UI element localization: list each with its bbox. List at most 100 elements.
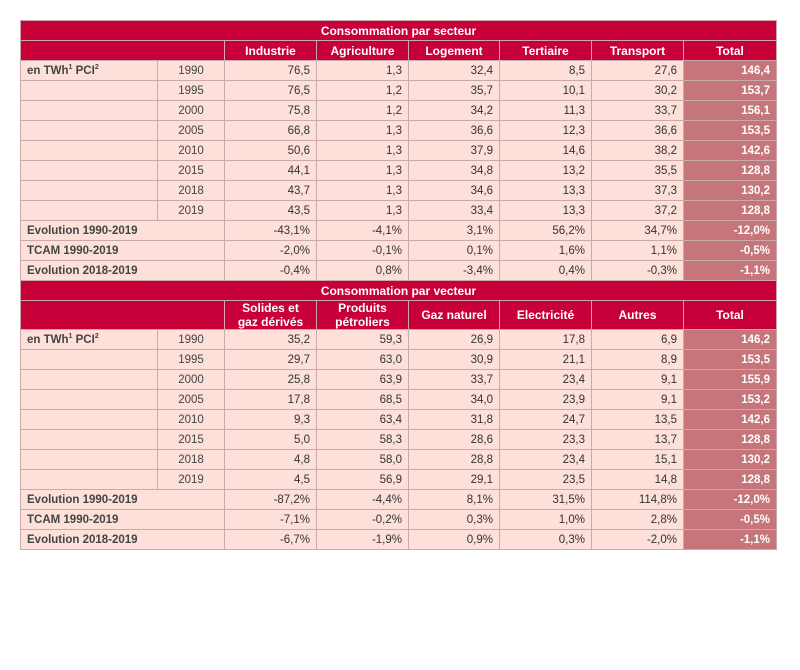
value-cell: 32,4	[408, 60, 500, 81]
table-row: 2010 50,6 1,3 37,9 14,6 38,2 142,6	[20, 140, 777, 161]
unit-label	[20, 389, 158, 410]
value-cell: 63,4	[316, 409, 409, 430]
summary-row: Evolution 2018-2019 -6,7% -1,9% 0,9% 0,3% -2,…	[20, 529, 777, 550]
value-cell: 68,5	[316, 389, 409, 410]
vecteur-section: Consommation par vecteur Solides et gaz d…	[20, 280, 777, 550]
table-row: en TWh1 PCI2 1990 35,2 59,3 26,9 17,8 6,9 146,2	[20, 329, 777, 350]
footnote-2: 2	[94, 333, 99, 341]
table-row: 2010 9,3 63,4 31,8 24,7 13,5 142,6	[20, 409, 777, 430]
table-row: 2015 44,1 1,3 34,8 13,2 35,5 128,8	[20, 160, 777, 181]
value-cell: 4,5	[224, 469, 317, 490]
value-cell: -43,1%	[224, 220, 317, 241]
value-cell: 13,2	[499, 160, 592, 181]
value-cell: -4,4%	[316, 489, 409, 510]
value-cell: 58,0	[316, 449, 409, 470]
value-cell: -0,4%	[224, 260, 317, 281]
table-row: 2000 75,8 1,2 34,2 11,3 33,7 156,1	[20, 100, 777, 121]
value-cell: 36,6	[408, 120, 500, 141]
value-cell: 34,0	[408, 389, 500, 410]
unit-label	[20, 100, 158, 121]
total-cell: 156,1	[683, 100, 777, 121]
summary-label: Evolution 2018-2019	[20, 260, 225, 281]
value-cell: 23,9	[499, 389, 592, 410]
value-cell: 35,7	[408, 80, 500, 101]
value-cell: 1,3	[316, 60, 409, 81]
column-header: Electricité	[499, 300, 592, 330]
value-cell: 33,4	[408, 200, 500, 221]
total-cell: 128,8	[683, 469, 777, 490]
unit-text: en TWh	[27, 64, 69, 77]
total-cell: 128,8	[683, 160, 777, 181]
value-cell: -2,0%	[591, 529, 684, 550]
header-blank	[20, 40, 225, 61]
value-cell: 13,5	[591, 409, 684, 430]
year-cell: 2019	[157, 200, 225, 221]
value-cell: 0,1%	[408, 240, 500, 261]
value-cell: 15,1	[591, 449, 684, 470]
year-cell: 2015	[157, 429, 225, 450]
year-cell: 2019	[157, 469, 225, 490]
table-row: 2019 43,5 1,3 33,4 13,3 37,2 128,8	[20, 200, 777, 221]
value-cell: 1,3	[316, 120, 409, 141]
total-cell: -12,0%	[683, 220, 777, 241]
value-cell: 27,6	[591, 60, 684, 81]
value-cell: -4,1%	[316, 220, 409, 241]
summary-label: Evolution 1990-2019	[20, 220, 225, 241]
unit-label	[20, 80, 158, 101]
total-cell: 153,7	[683, 80, 777, 101]
value-cell: 8,9	[591, 349, 684, 370]
vecteur-header-row: Solides et gaz dérivés Produits pétrolier…	[20, 300, 777, 330]
value-cell: 4,8	[224, 449, 317, 470]
column-header: Industrie	[224, 40, 317, 61]
value-cell: 35,5	[591, 160, 684, 181]
value-cell: 63,9	[316, 369, 409, 390]
table-row: 2015 5,0 58,3 28,6 23,3 13,7 128,8	[20, 429, 777, 450]
value-cell: 30,9	[408, 349, 500, 370]
value-cell: 17,8	[499, 329, 592, 350]
unit-pci: PCI	[72, 333, 95, 346]
summary-row: Evolution 1990-2019 -87,2% -4,4% 8,1% 31,5% 1…	[20, 489, 777, 510]
value-cell: 0,3%	[408, 509, 500, 530]
total-cell: -1,1%	[683, 260, 777, 281]
year-cell: 2015	[157, 160, 225, 181]
value-cell: -1,9%	[316, 529, 409, 550]
value-cell: 23,3	[499, 429, 592, 450]
value-cell: -3,4%	[408, 260, 500, 281]
year-cell: 2000	[157, 369, 225, 390]
value-cell: 37,2	[591, 200, 684, 221]
value-cell: -0,3%	[591, 260, 684, 281]
value-cell: 1,1%	[591, 240, 684, 261]
value-cell: 1,3	[316, 180, 409, 201]
column-header: Autres	[591, 300, 684, 330]
total-cell: 153,5	[683, 120, 777, 141]
unit-label	[20, 349, 158, 370]
total-cell: 142,6	[683, 409, 777, 430]
footnote-1: 1	[68, 333, 73, 341]
value-cell: 34,6	[408, 180, 500, 201]
value-cell: 29,1	[408, 469, 500, 490]
summary-label: TCAM 1990-2019	[20, 240, 225, 261]
value-cell: 34,7%	[591, 220, 684, 241]
value-cell: 13,3	[499, 180, 592, 201]
table-row: en TWh1 PCI2 1990 76,5 1,3 32,4 8,5 27,6 146,4	[20, 60, 777, 81]
value-cell: 31,8	[408, 409, 500, 430]
value-cell: 35,2	[224, 329, 317, 350]
value-cell: 9,1	[591, 369, 684, 390]
value-cell: 23,4	[499, 369, 592, 390]
value-cell: 17,8	[224, 389, 317, 410]
value-cell: 12,3	[499, 120, 592, 141]
year-cell: 2000	[157, 100, 225, 121]
value-cell: 0,9%	[408, 529, 500, 550]
year-cell: 2005	[157, 389, 225, 410]
unit-label	[20, 449, 158, 470]
value-cell: 13,7	[591, 429, 684, 450]
table-row: 2005 17,8 68,5 34,0 23,9 9,1 153,2	[20, 389, 777, 410]
value-cell: 34,2	[408, 100, 500, 121]
value-cell: 34,8	[408, 160, 500, 181]
unit-label	[20, 469, 158, 490]
unit-label: en TWh1 PCI2	[20, 329, 158, 350]
table-row: 2019 4,5 56,9 29,1 23,5 14,8 128,8	[20, 469, 777, 490]
value-cell: 66,8	[224, 120, 317, 141]
value-cell: 28,6	[408, 429, 500, 450]
unit-label	[20, 140, 158, 161]
